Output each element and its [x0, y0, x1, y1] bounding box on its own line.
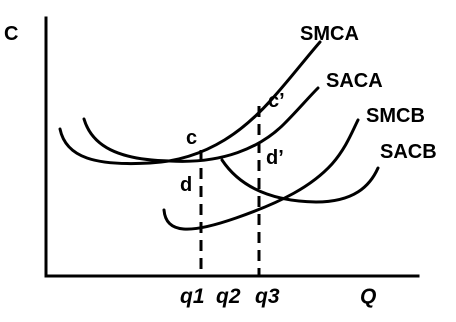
y-axis-label: C [4, 23, 18, 45]
smca-curve [58, 40, 322, 166]
saca-curve [82, 86, 320, 163]
q2-label: q2 [216, 285, 241, 308]
sacb-curve [220, 158, 380, 204]
point-c-prime-label: c’ [268, 90, 285, 112]
q3-label: q3 [255, 285, 280, 308]
point-d-prime-label: d’ [266, 147, 284, 169]
point-d-label: d [180, 174, 192, 196]
q1-label: q1 [180, 285, 205, 308]
point-c-label: c [186, 127, 197, 149]
sacb-label: SACB [380, 141, 437, 163]
saca-label: SACA [326, 70, 383, 92]
smca-label: SMCA [300, 23, 359, 45]
smcb-label: SMCB [366, 105, 425, 127]
smcb-curve [162, 118, 360, 231]
x-axis-label: Q [360, 285, 376, 308]
axes [44, 16, 420, 278]
